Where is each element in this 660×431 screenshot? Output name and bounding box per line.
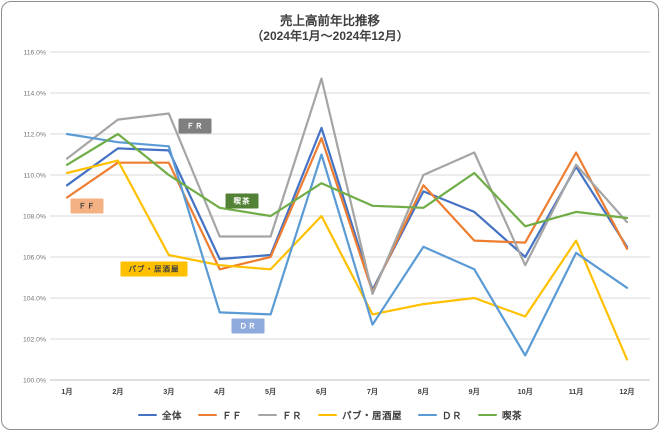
legend-label: ＦＦ: [221, 411, 242, 422]
legend-line-swatch: [197, 413, 217, 417]
legend-item-ＦＲ: ＦＲ: [257, 408, 302, 422]
legend-label: ＦＲ: [281, 411, 302, 422]
series-line-ＦＦ: [65, 137, 629, 293]
series-line-喫茶: [65, 132, 629, 228]
x-axis-tick-label: 1月: [61, 387, 72, 396]
series-line-パブ・居酒屋: [65, 159, 629, 361]
y-axis-tick-label: 110.0%: [23, 173, 46, 180]
series-label-パブ・居酒屋: パブ・居酒屋: [120, 261, 188, 277]
legend-label: 全体: [161, 411, 182, 422]
x-axis-tick-label: 10月: [518, 387, 533, 396]
x-axis-tick-label: 5月: [265, 387, 276, 396]
legend-item-喫茶: 喫茶: [478, 408, 522, 422]
chart-subtitle: （2024年1月～2024年12月）: [251, 29, 409, 43]
x-axis-tick-label: 9月: [469, 387, 480, 396]
series-line-全体: [65, 126, 629, 291]
x-axis-tick-label: 7月: [367, 387, 378, 396]
chart-title-block: 売上高前年比推移 （2024年1月～2024年12月）: [2, 13, 658, 44]
legend-item-パブ・居酒屋: パブ・居酒屋: [318, 408, 402, 422]
legend-item-ＤＲ: ＤＲ: [418, 408, 462, 422]
legend-line-swatch: [137, 413, 157, 417]
legend-item-ＦＦ: ＦＦ: [197, 408, 242, 422]
x-axis-tick-label: 12月: [619, 387, 634, 396]
y-axis-tick-label: 114.0%: [23, 91, 46, 98]
series-label-ＦＲ: ＦＲ: [178, 118, 212, 134]
legend-line-swatch: [418, 413, 438, 417]
y-axis-tick-label: 116.0%: [23, 50, 46, 57]
series-label-喫茶: 喫茶: [225, 193, 259, 209]
series-label-ＤＲ: ＤＲ: [231, 318, 265, 334]
legend-item-全体: 全体: [137, 408, 182, 422]
x-axis-tick-label: 3月: [163, 387, 174, 396]
series-line-ＤＲ: [65, 132, 629, 357]
x-axis-tick-label: 2月: [112, 387, 123, 396]
legend-label: パブ・居酒屋: [342, 411, 403, 422]
x-axis-tick-label: 11月: [569, 387, 584, 396]
legend-line-swatch: [318, 413, 337, 417]
series-line-ＦＲ: [65, 77, 629, 295]
x-axis-tick-label: 4月: [214, 387, 225, 396]
y-axis-tick-label: 100.0%: [23, 378, 46, 385]
legend-label: ＤＲ: [442, 411, 463, 422]
legend-line-swatch: [257, 413, 277, 417]
y-axis-tick-label: 112.0%: [23, 132, 46, 139]
y-axis-tick-label: 106.0%: [23, 255, 46, 262]
y-axis-tick-label: 104.0%: [23, 296, 46, 303]
x-axis-tick-label: 8月: [418, 387, 429, 396]
legend-label: 喫茶: [502, 411, 523, 422]
y-axis-tick-label: 102.0%: [23, 337, 46, 344]
chart-title: 売上高前年比推移: [279, 14, 380, 28]
legend-line-swatch: [478, 413, 498, 417]
legend: 全体 ＦＦ ＦＲ パブ・居酒屋 ＤＲ 喫茶: [2, 408, 658, 422]
x-axis-tick-label: 6月: [316, 387, 327, 396]
series-label-ＦＦ: ＦＦ: [70, 198, 104, 214]
y-axis-tick-label: 108.0%: [23, 214, 46, 221]
